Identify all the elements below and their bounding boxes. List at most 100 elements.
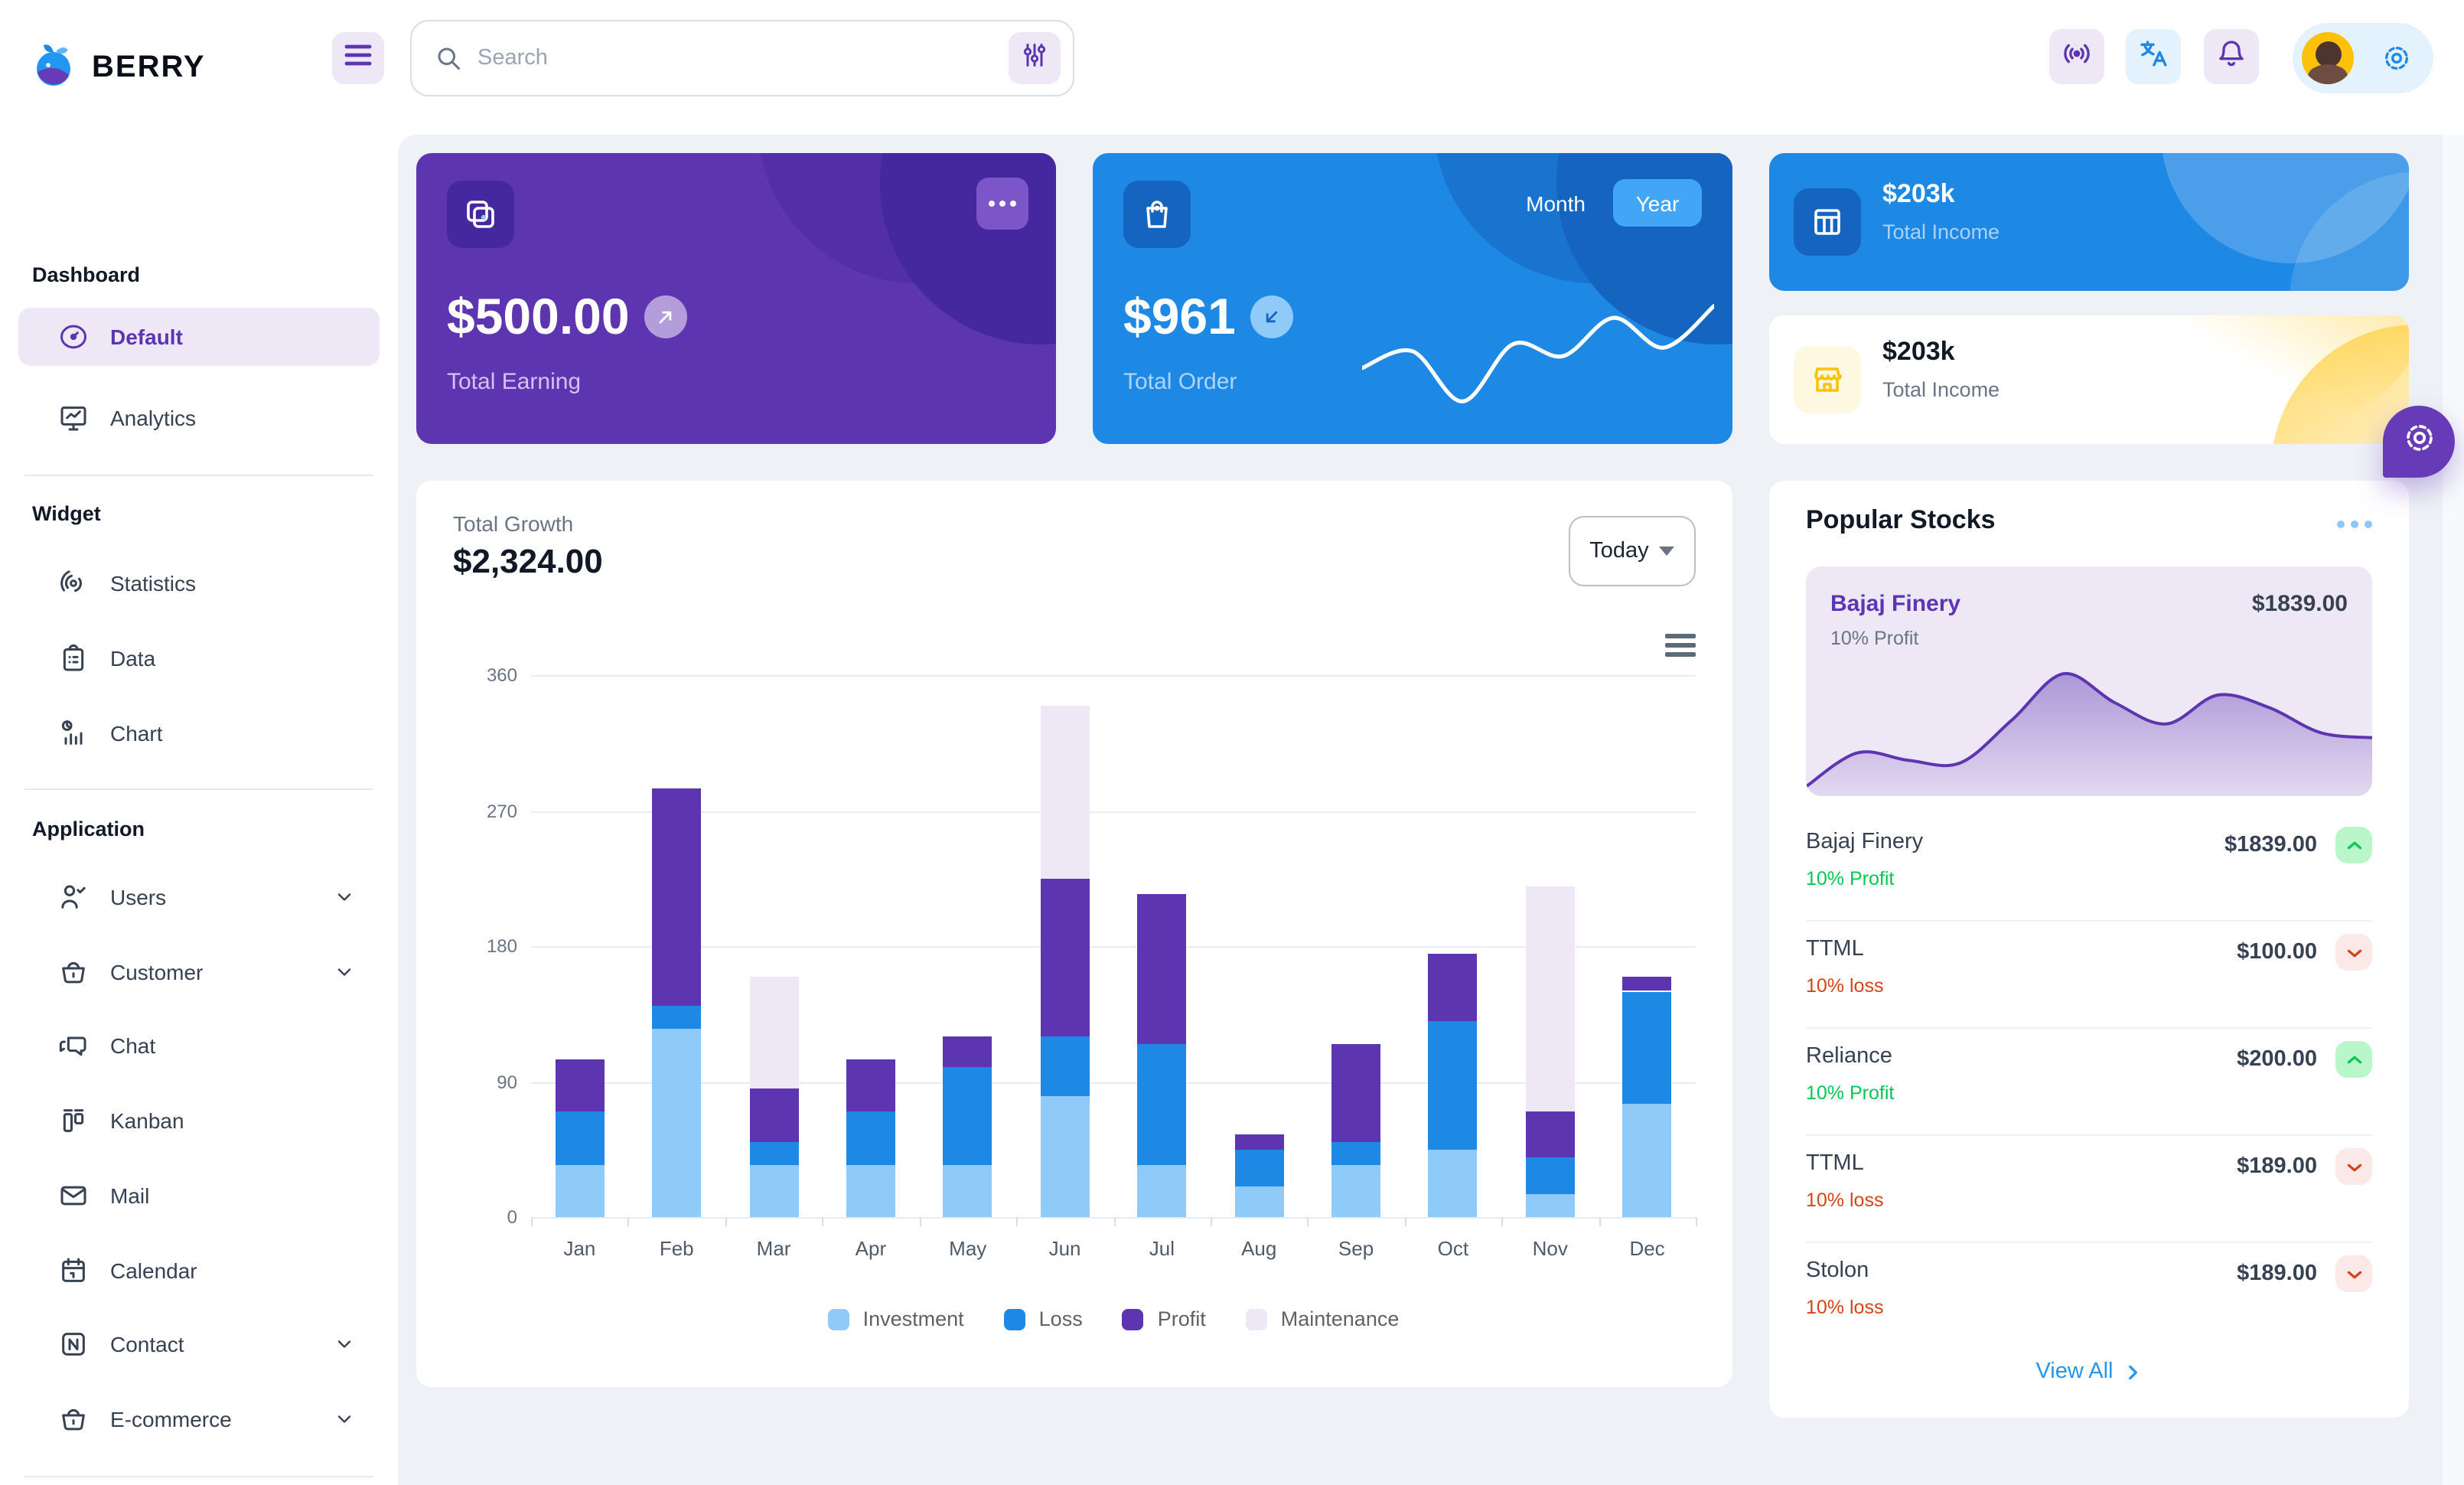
customize-fab-button[interactable] [2383,406,2455,478]
bar-sep-loss [1331,1141,1381,1165]
legend-item-loss[interactable]: Loss [1003,1307,1083,1330]
stock-change: 10% loss [1806,1297,1884,1318]
chart-menu-icon[interactable] [1665,634,1696,661]
popular-stocks-card: Popular Stocks Bajaj Finery $1839.00 10%… [1769,481,2409,1418]
bar-aug-profit [1234,1134,1284,1150]
x-axis-tick [1307,1217,1309,1226]
live-customize-button[interactable] [2049,29,2104,84]
bar-dec-profit [1622,976,1672,991]
stock-row: Bajaj Finery 10% Profit $1839.00 [1806,814,2372,922]
legend-item-profit[interactable]: Profit [1122,1307,1206,1330]
search-icon [435,44,462,72]
featured-stock-price: $1839.00 [2251,591,2348,617]
main-content: $500.00 Total Earning Month [398,135,2464,1485]
notifications-button[interactable] [2204,29,2259,84]
sidebar-item-label: Customer [110,960,204,984]
bar-nov-investment [1525,1194,1575,1217]
sidebar-item-contact[interactable]: Contact [18,1315,380,1373]
earning-more-button[interactable] [976,178,1028,230]
sidebar-item-data[interactable]: Data [18,629,380,687]
search-input[interactable] [477,46,1009,70]
divider [24,475,373,476]
analytics-icon [58,403,89,433]
sidebar-item-chart[interactable]: Chart [18,704,380,762]
order-toggle-year[interactable]: Year [1613,179,1702,227]
trend-badge [2335,1148,2372,1185]
logo[interactable]: BERRY [31,40,206,96]
earning-label: Total Earning [447,369,582,395]
growth-period-select[interactable]: Today [1569,516,1696,586]
clipboard-icon [58,643,89,674]
bajaj-area-chart [1806,672,2372,796]
stocks-more-button[interactable] [2337,521,2372,528]
order-label: Total Order [1123,369,1237,395]
bar-apr-profit [846,1059,895,1112]
sidebar-item-ecommerce[interactable]: E-commerce [18,1390,380,1448]
header: BERRY [0,0,2464,135]
gridline [531,811,1696,812]
bar-aug-investment [1234,1186,1284,1217]
language-button[interactable] [2126,29,2181,84]
bar-sep-investment [1331,1164,1381,1217]
avatar [2302,32,2354,84]
total-order-card: Month Year $961 Total Order [1093,153,1732,444]
view-all-link[interactable]: View All [1769,1359,2409,1384]
gauge-icon [58,321,89,352]
statistics-icon [58,568,89,599]
sidebar-item-analytics[interactable]: Analytics [18,389,380,447]
gear-icon [2381,43,2412,81]
growth-value: $2,324.00 [453,542,603,580]
growth-label: Total Growth [453,511,574,536]
x-axis-category-label: Apr [855,1237,887,1260]
sidebar-item-customer[interactable]: Customer [18,943,380,1001]
sidebar-item-chat[interactable]: Chat [18,1017,380,1075]
x-axis-tick [1696,1217,1697,1226]
sidebar-item-mail[interactable]: Mail [18,1167,380,1225]
bar-oct-loss [1428,1021,1478,1150]
search-box [410,20,1074,96]
logo-text: BERRY [92,51,206,84]
income-dark-label: Total Income [1882,220,2000,243]
sidebar-item-label: Calendar [110,1258,197,1283]
stock-change: 10% loss [1806,1190,1884,1211]
featured-stock-card[interactable]: Bajaj Finery $1839.00 10% Profit [1806,566,2372,796]
featured-stock-change: 10% Profit [1830,628,1919,649]
total-income-dark-card: $203k Total Income [1769,153,2409,291]
view-all-label: View All [2035,1359,2114,1384]
y-axis-tick-label: 270 [486,800,517,821]
x-axis-category-label: Sep [1338,1237,1374,1260]
sidebar-item-kanban[interactable]: Kanban [18,1092,380,1150]
storefront-icon [1794,346,1861,413]
legend-label: Investment [862,1307,964,1330]
sidebar-toggle-button[interactable] [332,32,384,84]
sidebar-item-statistics[interactable]: Statistics [18,554,380,612]
legend-item-investment[interactable]: Investment [827,1307,964,1330]
legend-swatch [827,1308,849,1330]
sidebar-item-label: Chat [110,1033,156,1058]
sidebar-item-users[interactable]: Users [18,868,380,926]
scrollbar-track[interactable] [2443,135,2464,1485]
chart-icon [58,718,89,749]
sidebar-item-label: Users [110,885,167,909]
x-axis-tick [1404,1217,1406,1226]
divider [24,1476,373,1477]
search-filter-button[interactable] [1009,32,1061,84]
sidebar-item-label: Data [110,646,156,671]
sidebar-item-calendar[interactable]: Calendar [18,1242,380,1300]
stock-name: Bajaj Finery [1806,830,1924,854]
order-toggle-month[interactable]: Month [1526,191,1586,216]
x-axis-category-label: Dec [1629,1237,1665,1260]
x-axis-category-label: Mar [756,1237,791,1260]
bell-icon [2216,38,2247,76]
y-axis-tick-label: 180 [486,935,517,957]
bar-jul-profit [1137,893,1187,1044]
sidebar-item-label: E-commerce [110,1407,232,1431]
total-income-light-card: $203k Total Income [1769,315,2409,444]
legend-item-maintenance[interactable]: Maintenance [1245,1307,1399,1330]
sidebar-item-default[interactable]: Default [18,308,380,366]
basket-icon [58,957,89,987]
stock-change: 10% loss [1806,975,1884,997]
profile-button[interactable] [2293,23,2433,93]
bar-jan-profit [555,1059,605,1112]
stock-price: $100.00 [2237,940,2317,964]
